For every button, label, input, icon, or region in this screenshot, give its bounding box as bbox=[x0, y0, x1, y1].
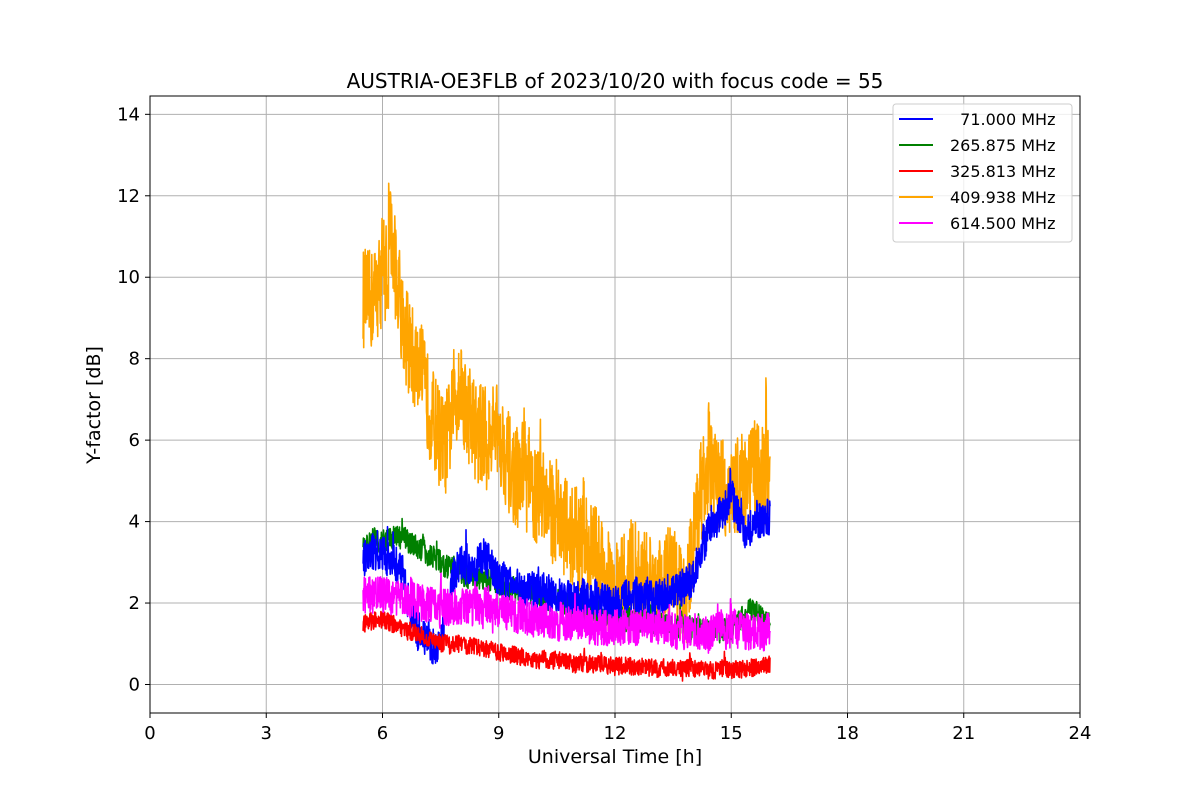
legend-label: 265.875 MHz bbox=[950, 136, 1055, 155]
x-axis: 0 3 6 9 12 15 18 21 24 bbox=[144, 713, 1091, 744]
legend-label: 409.938 MHz bbox=[950, 188, 1055, 207]
x-tick-label: 21 bbox=[952, 723, 975, 744]
y-tick-label: 4 bbox=[129, 512, 140, 533]
y-tick-label: 10 bbox=[117, 267, 140, 288]
y-tick-label: 8 bbox=[129, 349, 140, 370]
x-tick-label: 15 bbox=[720, 723, 743, 744]
x-tick-label: 9 bbox=[493, 723, 504, 744]
x-tick-label: 3 bbox=[261, 723, 272, 744]
y-tick-label: 14 bbox=[117, 104, 140, 125]
y-axis-label: Y-factor [dB] bbox=[83, 346, 105, 465]
x-tick-label: 24 bbox=[1069, 723, 1092, 744]
y-tick-label: 6 bbox=[129, 430, 140, 451]
x-tick-label: 6 bbox=[377, 723, 388, 744]
y-tick-label: 0 bbox=[129, 674, 140, 695]
x-axis-label: Universal Time [h] bbox=[528, 746, 702, 768]
x-tick-label: 18 bbox=[836, 723, 859, 744]
y-axis: 0 2 4 6 8 10 12 14 bbox=[117, 104, 150, 695]
legend-label: 325.813 MHz bbox=[950, 162, 1055, 181]
legend-box bbox=[892, 103, 1073, 243]
series-line bbox=[362, 182, 771, 644]
legend-label: 614.500 MHz bbox=[950, 214, 1055, 233]
series-line bbox=[362, 572, 771, 654]
y-tick-label: 2 bbox=[129, 593, 140, 614]
series-line bbox=[362, 610, 771, 682]
x-tick-label: 12 bbox=[604, 723, 627, 744]
legend-label: 71.000 MHz bbox=[950, 110, 1055, 129]
legend: 71.000 MHz 265.875 MHz 325.813 MHz 409.938 … bbox=[892, 103, 1073, 243]
x-tick-label: 0 bbox=[144, 723, 155, 744]
chart-title: AUSTRIA-OE3FLB of 2023/10/20 with focus … bbox=[347, 69, 884, 93]
y-tick-label: 12 bbox=[117, 186, 140, 207]
plot-series bbox=[362, 182, 771, 682]
